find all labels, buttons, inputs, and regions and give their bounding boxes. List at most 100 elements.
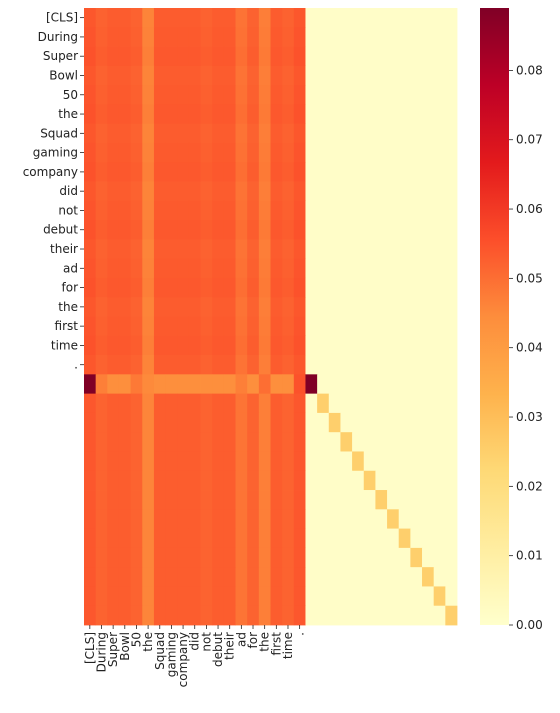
heatmap-cell: [200, 85, 213, 105]
heatmap-cell: [410, 46, 423, 67]
heatmap-cell: [410, 509, 423, 529]
heatmap-cell: [165, 374, 178, 395]
heatmap-cell: [235, 65, 248, 86]
heatmap-cell: [317, 412, 330, 433]
heatmap-cell: [293, 65, 306, 86]
heatmap-cell: [153, 509, 166, 529]
heatmap-cell: [200, 123, 213, 144]
heatmap-cell: [107, 27, 120, 47]
heatmap-cell: [282, 470, 295, 491]
heatmap-cell: [95, 374, 108, 395]
heatmap-cell: [433, 490, 446, 510]
heatmap-cell: [305, 239, 318, 260]
colorbar-gradient: [480, 8, 509, 625]
heatmap-cell: [118, 277, 132, 298]
heatmap-cell: [305, 509, 318, 529]
heatmap-cell: [352, 586, 365, 607]
heatmap-cell: [107, 8, 120, 28]
heatmap-cell: [84, 316, 97, 337]
heatmap-cell: [433, 355, 446, 375]
heatmap-cell: [433, 316, 446, 337]
heatmap-cell: [270, 258, 283, 279]
x-tick-label: their: [223, 632, 237, 660]
heatmap-cell: [340, 297, 353, 317]
heatmap-cell: [212, 8, 225, 28]
heatmap-cell: [223, 547, 236, 568]
colorbar-tick-label: 0.00: [516, 618, 543, 632]
heatmap-cell: [153, 8, 166, 28]
heatmap-cell: [142, 432, 155, 452]
heatmap-cell: [398, 470, 411, 491]
heatmap-cell: [375, 65, 388, 86]
heatmap-cell: [118, 46, 132, 67]
colorbar-tick-label: 0.03: [516, 410, 543, 424]
heatmap-cell: [270, 65, 283, 86]
heatmap-cell: [235, 470, 248, 491]
heatmap-cell: [317, 181, 330, 202]
heatmap-cell: [84, 547, 97, 568]
heatmap-cell: [282, 65, 295, 86]
heatmap-cell: [410, 123, 423, 144]
heatmap-cell: [118, 27, 132, 47]
y-tick-label: debut: [43, 223, 78, 237]
heatmap-cell: [223, 374, 236, 395]
heatmap-cell: [317, 393, 330, 414]
heatmap-cell: [293, 277, 306, 298]
heatmap-cell: [188, 46, 201, 67]
heatmap-cell: [153, 451, 166, 472]
heatmap-cell: [282, 451, 295, 472]
heatmap-cell: [247, 393, 260, 414]
heatmap-cell: [153, 355, 166, 375]
heatmap-cell: [212, 162, 225, 182]
y-tick-label: ad: [63, 261, 78, 275]
heatmap-cell: [340, 46, 353, 67]
heatmap-cell: [177, 46, 190, 67]
heatmap-cell: [282, 258, 295, 279]
heatmap-cell: [352, 490, 365, 510]
heatmap-cell: [142, 162, 155, 182]
heatmap-cell: [258, 239, 271, 260]
heatmap-cell: [200, 509, 213, 529]
heatmap-cell: [445, 85, 458, 105]
heatmap-cell: [188, 258, 201, 279]
heatmap-cell: [130, 586, 143, 607]
heatmap-cell: [142, 181, 155, 202]
heatmap-cell: [340, 432, 353, 452]
heatmap-cell: [223, 200, 236, 221]
heatmap-cell: [387, 567, 400, 587]
heatmap-cell: [282, 393, 295, 414]
heatmap-cell: [433, 181, 446, 202]
heatmap-cell: [340, 220, 353, 240]
heatmap-cell: [398, 567, 411, 587]
heatmap-cell: [422, 142, 435, 163]
heatmap-cell: [95, 65, 108, 86]
heatmap-cell: [375, 355, 388, 375]
heatmap-cell: [270, 297, 283, 317]
heatmap-cell: [387, 104, 400, 125]
heatmap-cell: [258, 8, 271, 28]
heatmap-cell: [235, 432, 248, 452]
heatmap-cell: [270, 142, 283, 163]
heatmap-cell: [387, 605, 400, 626]
heatmap-cell: [142, 567, 155, 587]
heatmap-cell: [317, 277, 330, 298]
heatmap-cell: [84, 104, 97, 125]
heatmap-cell: [305, 470, 318, 491]
colorbar-tick-label: 0.01: [516, 549, 543, 563]
heatmap-cell: [328, 85, 341, 105]
heatmap-cell: [445, 432, 458, 452]
heatmap-cell: [282, 297, 295, 317]
heatmap-cell: [375, 567, 388, 587]
heatmap-cell: [398, 316, 411, 337]
heatmap-cell: [188, 181, 201, 202]
x-tick-label: Super: [106, 632, 120, 667]
heatmap-cell: [410, 200, 423, 221]
heatmap-cell: [130, 528, 143, 549]
heatmap-cell: [84, 393, 97, 414]
heatmap-cell: [317, 432, 330, 452]
heatmap-cell: [317, 490, 330, 510]
heatmap-cell: [352, 200, 365, 221]
heatmap-cell: [142, 123, 155, 144]
y-tick-label: for: [62, 281, 79, 295]
heatmap-cell: [398, 239, 411, 260]
